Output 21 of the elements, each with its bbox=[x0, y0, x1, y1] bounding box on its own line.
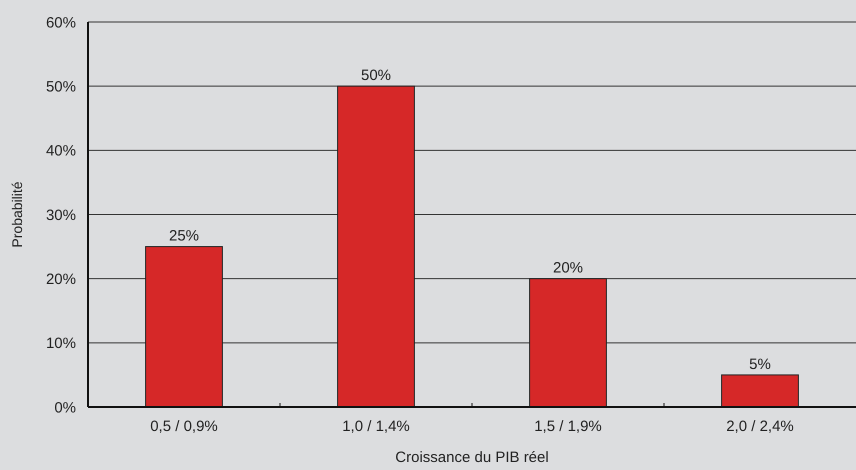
y-tick-label: 40% bbox=[46, 142, 76, 160]
y-axis-title: Probabilité bbox=[9, 181, 25, 248]
x-tick-label: 1,0 / 1,4% bbox=[342, 418, 410, 435]
y-tick-label: 20% bbox=[46, 270, 76, 288]
data-label: 50% bbox=[360, 67, 392, 84]
data-label: 25% bbox=[168, 228, 200, 245]
bar bbox=[145, 246, 223, 408]
y-tick-label: 50% bbox=[46, 78, 76, 96]
x-axis-title: Croissance du PIB réel bbox=[395, 449, 549, 466]
x-tick-label: 0,5 / 0,9% bbox=[150, 418, 218, 435]
bar bbox=[529, 278, 607, 408]
x-tick-label: 1,5 / 1,9% bbox=[534, 418, 602, 435]
data-label: 20% bbox=[552, 260, 584, 277]
y-tick-label: 60% bbox=[46, 14, 76, 32]
x-tick-label: 2,0 / 2,4% bbox=[726, 418, 794, 435]
y-tick-label: 10% bbox=[46, 335, 76, 352]
y-tick-label: 0% bbox=[54, 399, 76, 416]
bar bbox=[337, 86, 415, 408]
y-tick-label: 30% bbox=[46, 206, 76, 224]
data-label: 5% bbox=[749, 356, 771, 373]
bar bbox=[721, 374, 799, 408]
